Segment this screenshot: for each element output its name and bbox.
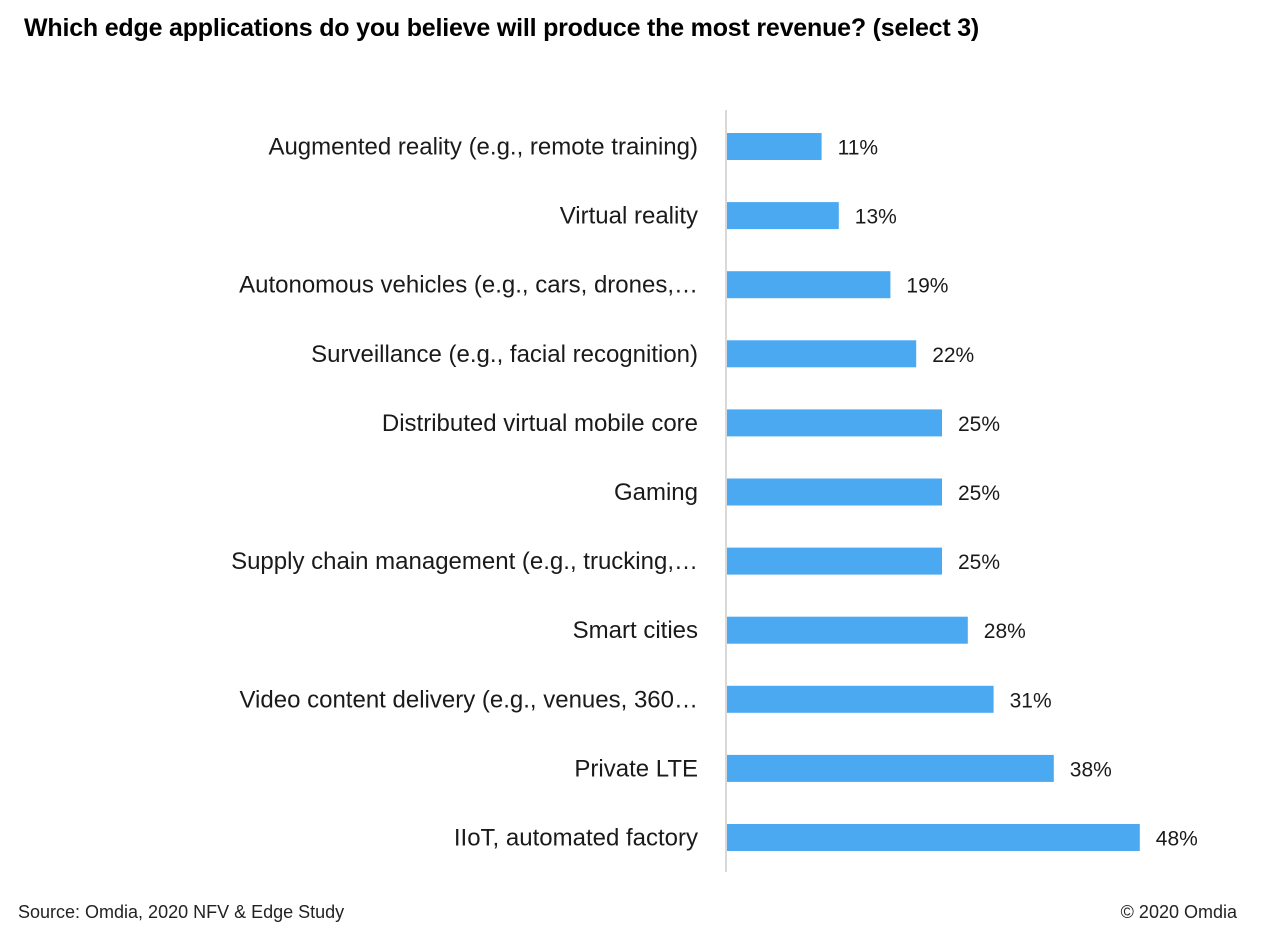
bar	[727, 340, 917, 368]
chart-title: Which edge applications do you believe w…	[24, 14, 980, 42]
bar	[727, 547, 942, 575]
category-tick-label: Autonomous vehicles (e.g., cars, drones,…	[239, 272, 698, 299]
data-label: 28%	[984, 620, 1026, 643]
category-tick-label: Augmented reality (e.g., remote training…	[268, 134, 698, 161]
category-tick-label: Supply chain management (e.g., trucking,…	[231, 548, 698, 575]
bar	[727, 824, 1140, 851]
source-note: Source: Omdia, 2020 NFV & Edge Study	[18, 902, 345, 922]
bar	[727, 754, 1054, 782]
data-label: 25%	[958, 413, 1000, 436]
data-label: 11%	[838, 137, 878, 160]
bar	[727, 409, 942, 437]
data-label: 19%	[906, 275, 948, 298]
category-tick-label: Virtual reality	[560, 203, 698, 230]
bar	[727, 271, 891, 299]
data-label: 31%	[1010, 689, 1052, 712]
category-tick-label: IIoT, automated factory	[454, 825, 698, 852]
category-tick-label: Video content delivery (e.g., venues, 36…	[239, 686, 698, 713]
category-tick-label: Private LTE	[574, 755, 698, 782]
data-label: 38%	[1070, 758, 1112, 781]
data-label: 22%	[932, 344, 974, 367]
bars-layer: Augmented reality (e.g., remote training…	[231, 133, 1198, 852]
data-label: 25%	[958, 551, 1000, 574]
bar	[727, 202, 839, 230]
bar	[727, 685, 994, 713]
bar	[727, 133, 822, 160]
category-tick-label: Gaming	[614, 479, 698, 506]
data-label: 25%	[958, 482, 1000, 505]
data-label: 13%	[855, 206, 897, 229]
category-tick-label: Distributed virtual mobile core	[382, 410, 698, 437]
category-tick-label: Smart cities	[573, 617, 698, 644]
copyright-note: © 2020 Omdia	[1120, 902, 1237, 922]
bar	[727, 478, 942, 506]
data-label: 48%	[1156, 828, 1198, 851]
category-tick-label: Surveillance (e.g., facial recognition)	[311, 341, 698, 368]
bar	[727, 616, 968, 644]
